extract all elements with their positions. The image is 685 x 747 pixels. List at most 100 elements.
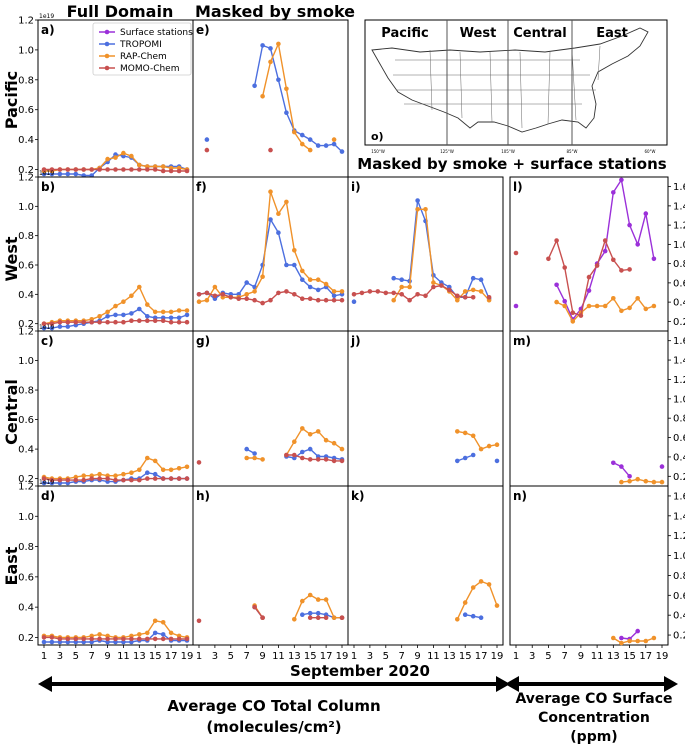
point-momo <box>586 274 592 280</box>
point-momo <box>160 476 166 481</box>
x-tick-label: 11 <box>272 651 285 662</box>
point-momo <box>307 296 313 302</box>
point-tropomi <box>315 143 321 148</box>
point-tropomi <box>470 452 476 458</box>
point-momo <box>97 167 102 172</box>
y-tick-label: 0.4 <box>18 445 34 456</box>
y-tick-label: 1.4 <box>673 511 685 522</box>
x-tick-label: 7 <box>88 651 94 662</box>
point-rap <box>415 207 420 212</box>
panel-label: k) <box>351 489 364 503</box>
point-tropomi <box>160 632 166 637</box>
point-rap <box>494 603 500 608</box>
point-tropomi <box>470 275 476 281</box>
x-tick-label: 1 <box>351 651 357 662</box>
point-momo <box>252 604 257 610</box>
x-tick-label: 1 <box>513 651 519 662</box>
point-tropomi <box>49 325 55 331</box>
point-tropomi <box>268 217 273 222</box>
point-rap <box>160 467 166 473</box>
point-rap <box>455 297 460 303</box>
point-momo <box>554 238 559 243</box>
row-label-west: West <box>2 236 21 281</box>
y-exponent-label: 1e19 <box>39 324 54 331</box>
x-tick-label: 5 <box>228 651 234 662</box>
panel-g: g) <box>192 330 349 487</box>
point-rap <box>331 615 337 620</box>
point-tropomi <box>462 455 468 461</box>
panel-frame <box>347 485 504 646</box>
x-tick-label: 13 <box>288 651 301 662</box>
y-tick-label: 1.0 <box>18 202 34 213</box>
point-momo <box>359 290 365 296</box>
x-tick-label: 17 <box>165 651 178 662</box>
point-rap <box>168 309 174 315</box>
point-tropomi <box>65 171 71 177</box>
point-momo <box>121 477 126 483</box>
point-tropomi <box>41 325 47 331</box>
point-surface <box>627 222 632 228</box>
point-tropomi <box>57 324 63 329</box>
panel-l: l) 0.2 0.4 0.6 0.8 1.0 1.2 1.4 1.6 <box>509 176 685 332</box>
legend-label-surface: Surface stations <box>120 28 193 38</box>
point-rap <box>627 305 632 311</box>
point-rap <box>137 632 142 637</box>
point-tropomi <box>176 315 182 321</box>
point-momo <box>176 319 182 325</box>
x-tick-label: 15 <box>623 651 636 662</box>
point-momo <box>105 636 110 642</box>
point-tropomi <box>415 198 420 203</box>
point-momo <box>41 321 47 327</box>
point-rap <box>651 635 657 641</box>
point-tropomi <box>113 312 118 318</box>
point-rap <box>137 162 142 168</box>
x-tick-label: 19 <box>656 651 669 662</box>
panel-k: k)1 3 5 7 9 11 13 15 17 19 <box>347 485 504 662</box>
y-tick-label: 0.2 <box>18 474 34 485</box>
point-momo <box>73 319 79 325</box>
point-momo <box>81 167 86 172</box>
point-rap <box>137 284 142 290</box>
point-rap <box>627 478 632 484</box>
panel-label: i) <box>351 180 361 194</box>
map-lon-tick-2: 125°W <box>440 149 454 154</box>
point-tropomi <box>300 612 305 617</box>
point-tropomi <box>244 280 249 285</box>
point-tropomi <box>494 458 500 464</box>
point-momo <box>268 147 273 153</box>
point-momo <box>439 283 444 288</box>
point-rap <box>554 299 559 305</box>
point-momo <box>160 318 166 324</box>
point-rap <box>423 207 428 212</box>
y-tick-label: 0.6 <box>18 105 34 116</box>
point-rap <box>391 297 397 303</box>
point-rap <box>260 94 265 99</box>
point-tropomi <box>41 480 47 486</box>
panel-label: n) <box>513 489 527 503</box>
map-label-east: East <box>596 26 628 41</box>
point-rap <box>212 284 218 290</box>
point-momo <box>168 476 174 481</box>
point-momo <box>455 293 460 299</box>
y-exponent-label: 1e19 <box>39 170 54 177</box>
point-rap <box>470 585 476 590</box>
point-tropomi <box>399 277 405 283</box>
panel-label: l) <box>513 180 523 194</box>
point-tropomi <box>478 615 484 620</box>
point-momo <box>49 321 55 327</box>
panel-label: g) <box>196 334 210 348</box>
point-momo <box>41 635 47 640</box>
point-rap <box>121 299 126 305</box>
point-rap <box>307 432 313 437</box>
y-tick-label: 0.2 <box>18 633 34 644</box>
legend-marker-rap <box>104 53 110 59</box>
y-tick-label: 1.4 <box>673 201 685 212</box>
point-momo <box>399 292 405 297</box>
x-tick-label: 11 <box>117 651 130 662</box>
point-rap <box>196 299 202 305</box>
point-rap <box>121 150 126 156</box>
point-rap <box>152 309 158 315</box>
point-momo <box>160 636 166 642</box>
point-momo <box>284 452 289 458</box>
